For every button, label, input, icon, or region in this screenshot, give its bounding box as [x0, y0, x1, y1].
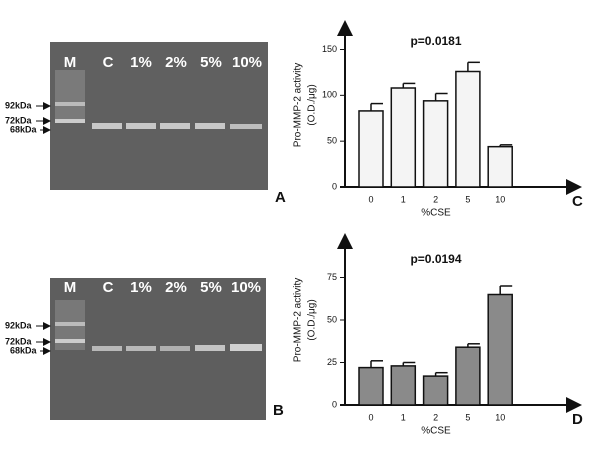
y-tick-label: 0 — [332, 399, 337, 409]
gel-a: M C 1% 2% 5% 10% 92kDa 72kDa 68kDa A — [5, 42, 286, 206]
lane-label: 5% — [200, 279, 222, 296]
marker-label: 72kDa — [5, 336, 33, 346]
bar — [487, 293, 513, 406]
bar — [390, 365, 417, 406]
y-tick-label: 0 — [332, 181, 337, 191]
lane-label: 2% — [165, 54, 187, 71]
lane-label: 10% — [232, 54, 262, 71]
y-axis-label: (O.D./μg) — [307, 84, 318, 125]
band — [160, 123, 190, 129]
band — [160, 346, 190, 351]
lane-label: M — [64, 279, 77, 296]
x-tick-label: 0 — [368, 412, 373, 422]
bar — [358, 366, 384, 406]
gel-b: M C 1% 2% 5% 10% 92kDa 72kDa 68kDa B — [5, 278, 284, 420]
band — [126, 123, 156, 129]
band — [55, 119, 85, 123]
panel-letter: C — [572, 193, 583, 210]
y-axis-label: (O.D./μg) — [307, 299, 318, 340]
band — [230, 344, 262, 351]
band — [195, 345, 225, 351]
band — [126, 346, 156, 351]
x-tick-label: 5 — [465, 412, 470, 422]
y-axis-label: Pro-MMP-2 activity — [293, 278, 304, 362]
bar — [422, 375, 449, 406]
lane-label: 5% — [200, 54, 222, 71]
band — [55, 102, 85, 106]
y-tick-label: 50 — [327, 314, 337, 324]
ladder — [55, 70, 85, 120]
band — [55, 339, 85, 343]
x-tick-label: 1 — [401, 412, 406, 422]
chart-title: p=0.0181 — [410, 34, 461, 48]
bar — [422, 100, 449, 188]
x-axis-label: %CSE — [421, 208, 451, 219]
bar — [358, 110, 384, 188]
band — [230, 124, 262, 129]
band — [195, 123, 225, 129]
x-tick-label: 10 — [495, 412, 505, 422]
lane-label: M — [64, 54, 77, 71]
band — [92, 346, 122, 351]
band — [55, 322, 85, 326]
bar — [455, 346, 481, 406]
x-tick-label: 2 — [433, 194, 438, 204]
gel-image — [50, 42, 268, 190]
panel-letter: D — [572, 411, 583, 428]
y-tick-label: 75 — [327, 272, 337, 282]
x-tick-label: 1 — [401, 194, 406, 204]
bar — [455, 70, 481, 188]
y-tick-label: 100 — [322, 90, 337, 100]
lane-label: 1% — [130, 279, 152, 296]
x-tick-label: 2 — [433, 412, 438, 422]
bar — [487, 145, 513, 188]
lane-label: 2% — [165, 279, 187, 296]
lane-label: C — [103, 279, 114, 296]
panel-letter: B — [273, 402, 284, 419]
x-axis-label: %CSE — [421, 426, 451, 437]
y-tick-label: 150 — [322, 44, 337, 54]
band — [92, 123, 122, 129]
lane-label: 1% — [130, 54, 152, 71]
x-tick-label: 0 — [368, 194, 373, 204]
marker-label: 72kDa — [5, 115, 33, 125]
y-tick-label: 50 — [327, 136, 337, 146]
lane-label: C — [103, 54, 114, 71]
marker-label: 92kDa — [5, 320, 33, 330]
y-tick-label: 25 — [327, 357, 337, 367]
x-tick-label: 5 — [465, 194, 470, 204]
bar — [390, 87, 417, 188]
y-axis-label: Pro-MMP-2 activity — [293, 63, 304, 147]
lane-label: 10% — [231, 279, 261, 296]
chart-title: p=0.0194 — [410, 252, 461, 266]
marker-label: 68kDa — [10, 345, 38, 355]
marker-label: 92kDa — [5, 100, 33, 110]
x-tick-label: 10 — [495, 194, 505, 204]
marker-label: 68kDa — [10, 124, 38, 134]
panel-letter: A — [275, 189, 286, 206]
